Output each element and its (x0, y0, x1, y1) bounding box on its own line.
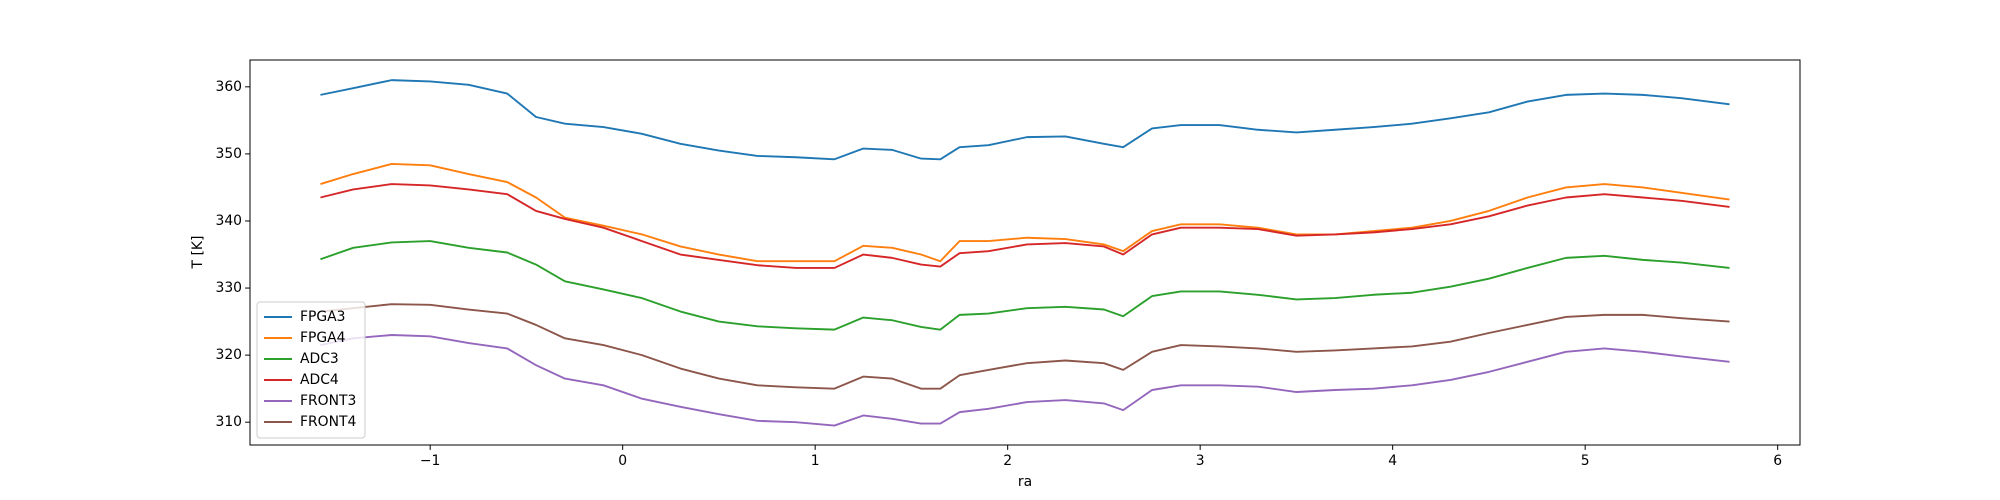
legend-label: FRONT4 (300, 414, 356, 430)
x-tick-label: 1 (811, 453, 820, 469)
legend-label: ADC3 (300, 351, 339, 367)
data-line (320, 183, 1730, 269)
y-tick-label: 340 (215, 213, 242, 229)
plot-area (320, 79, 1730, 427)
x-tick-label: 4 (1388, 453, 1397, 469)
axes-frame (249, 59, 1801, 446)
data-line (320, 240, 1730, 331)
y-axis-label: T [K] (190, 236, 206, 270)
x-axis-label: ra (1018, 474, 1032, 490)
legend-label: ADC4 (300, 372, 339, 388)
legend-label: FPGA4 (300, 330, 346, 346)
x-tick-label: 3 (1196, 453, 1205, 469)
data-line (320, 163, 1730, 263)
data-line (320, 303, 1730, 390)
legend-label: FPGA3 (300, 309, 345, 325)
data-line (320, 334, 1730, 427)
data-line (320, 79, 1730, 161)
y-tick-label: 350 (215, 146, 242, 162)
x-tick-label: 6 (1773, 453, 1782, 469)
x-tick-label: −1 (420, 453, 440, 469)
legend-box (256, 301, 366, 439)
legend-label: FRONT3 (300, 393, 356, 409)
y-tick-label: 310 (215, 414, 242, 430)
x-tick-label: 0 (618, 453, 627, 469)
y-tick-label: 360 (215, 79, 242, 95)
y-tick-label: 320 (215, 347, 242, 363)
y-tick-label: 330 (215, 280, 242, 296)
x-tick-label: 2 (1003, 453, 1012, 469)
x-tick-label: 5 (1581, 453, 1590, 469)
